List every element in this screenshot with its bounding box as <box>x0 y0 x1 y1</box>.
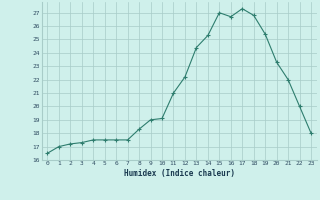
X-axis label: Humidex (Indice chaleur): Humidex (Indice chaleur) <box>124 169 235 178</box>
